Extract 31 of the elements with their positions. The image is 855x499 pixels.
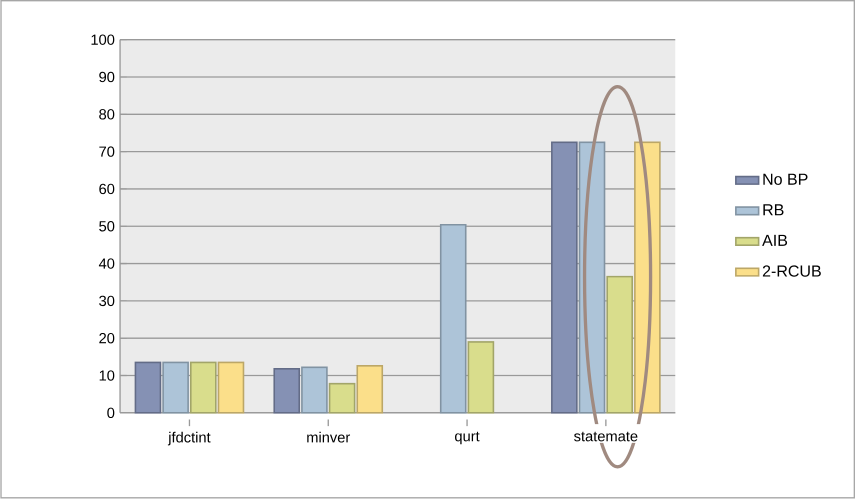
- y-tick-label: 10: [100, 370, 114, 381]
- legend-label: 2-RCUB: [762, 265, 821, 277]
- x-tick-label: qurt: [455, 432, 480, 444]
- y-tick-label: 40: [98, 258, 114, 269]
- bar: [190, 362, 217, 414]
- legend-label: AIB: [762, 234, 788, 246]
- y-tick-label: 50: [99, 221, 114, 232]
- bar: [301, 366, 328, 414]
- legend-label: RB: [763, 204, 784, 216]
- bar: [162, 362, 189, 414]
- legend-label: No BP: [763, 174, 808, 185]
- y-tick-label: 60: [99, 184, 114, 194]
- bar: [440, 224, 467, 414]
- y-tick-label: 20: [99, 333, 114, 344]
- bar: [328, 382, 356, 414]
- y-tick-label: 80: [99, 109, 114, 120]
- bar: [356, 365, 384, 414]
- bar: [468, 341, 494, 414]
- x-tick-label: minver: [307, 432, 350, 443]
- bar: [134, 362, 162, 414]
- bar: [551, 142, 578, 414]
- x-tick-label: statemate: [574, 432, 638, 442]
- y-tick-label: 0: [107, 408, 114, 418]
- y-tick-label: 100: [92, 34, 114, 45]
- y-tick-label: 30: [99, 296, 114, 306]
- bar: [273, 368, 300, 414]
- y-tick-label: 70: [99, 146, 114, 157]
- bar: [606, 276, 634, 414]
- y-tick-label: 90: [99, 72, 114, 82]
- x-tick-label: jfdctint: [168, 432, 211, 446]
- bar: [218, 362, 244, 414]
